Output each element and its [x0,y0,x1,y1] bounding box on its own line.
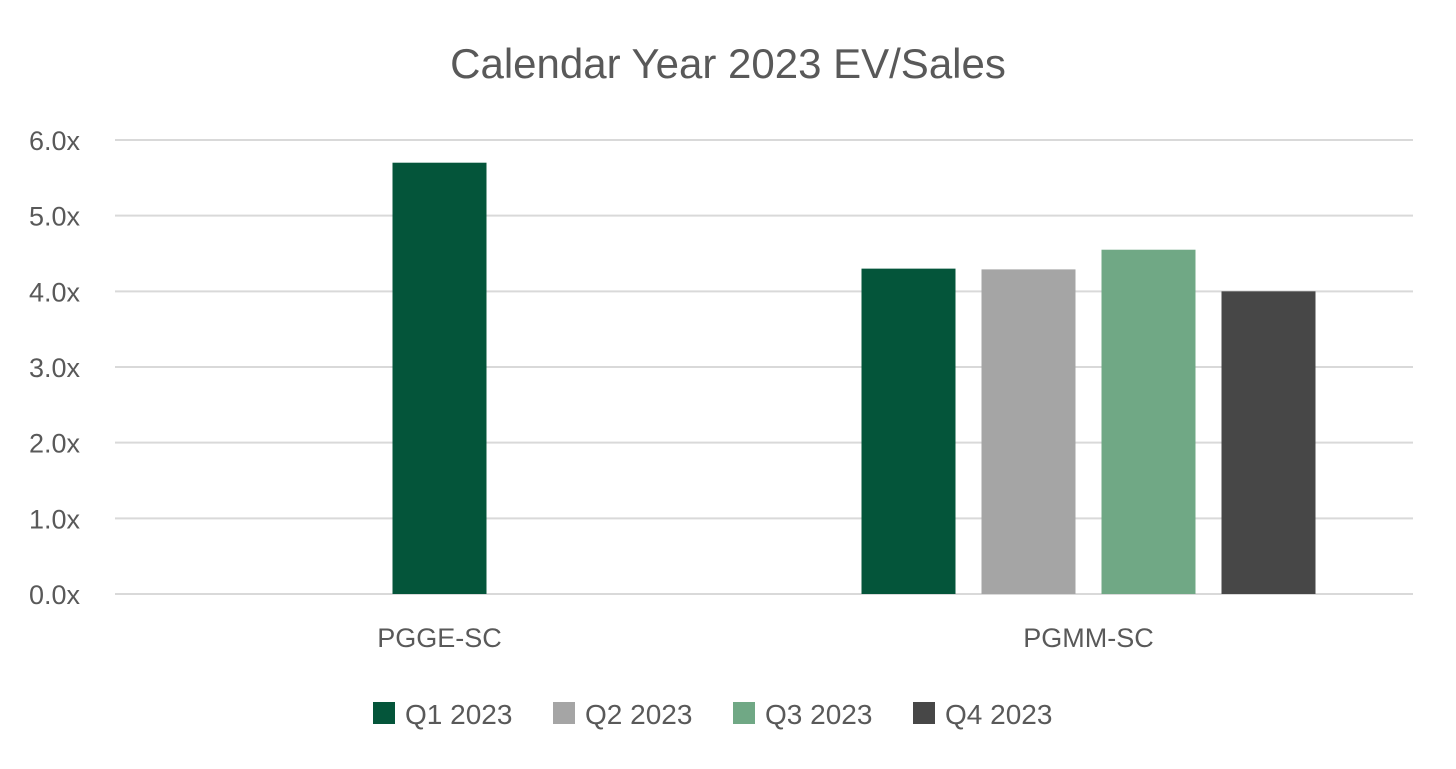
bar-pgmm-sc-q2-2023 [981,269,1076,594]
bars [392,162,1316,594]
legend-swatch [733,702,755,724]
legend-label: Q2 2023 [585,699,692,730]
y-tick-label: 5.0x [29,202,81,232]
legend-swatch [553,702,575,724]
bar-pgmm-sc-q4-2023 [1221,291,1316,594]
gridlines [115,139,1413,595]
y-tick-label: 2.0x [29,429,81,459]
chart-title: Calendar Year 2023 EV/Sales [450,40,1006,87]
bar-pgge-sc-q1-2023 [392,162,487,594]
legend-label: Q4 2023 [945,699,1052,730]
y-tick-label: 1.0x [29,504,81,534]
x-axis-categories: PGGE-SC PGMM-SC [377,623,1154,653]
y-tick-label: 3.0x [29,353,81,383]
bar-pgmm-sc-q3-2023 [1101,249,1196,594]
y-tick-label: 6.0x [29,126,81,156]
bar-pgmm-sc-q1-2023 [861,268,956,594]
y-axis-ticks: 0.0x 1.0x 2.0x 3.0x 4.0x 5.0x 6.0x [29,126,81,610]
y-tick-label: 0.0x [29,580,81,610]
legend-swatch [913,702,935,724]
y-tick-label: 4.0x [29,277,81,307]
legend-label: Q1 2023 [405,699,512,730]
legend-label: Q3 2023 [765,699,872,730]
x-category-label: PGMM-SC [1023,623,1154,653]
x-category-label: PGGE-SC [377,623,502,653]
legend: Q1 2023 Q2 2023 Q3 2023 Q4 2023 [373,699,1052,730]
legend-swatch [373,702,395,724]
